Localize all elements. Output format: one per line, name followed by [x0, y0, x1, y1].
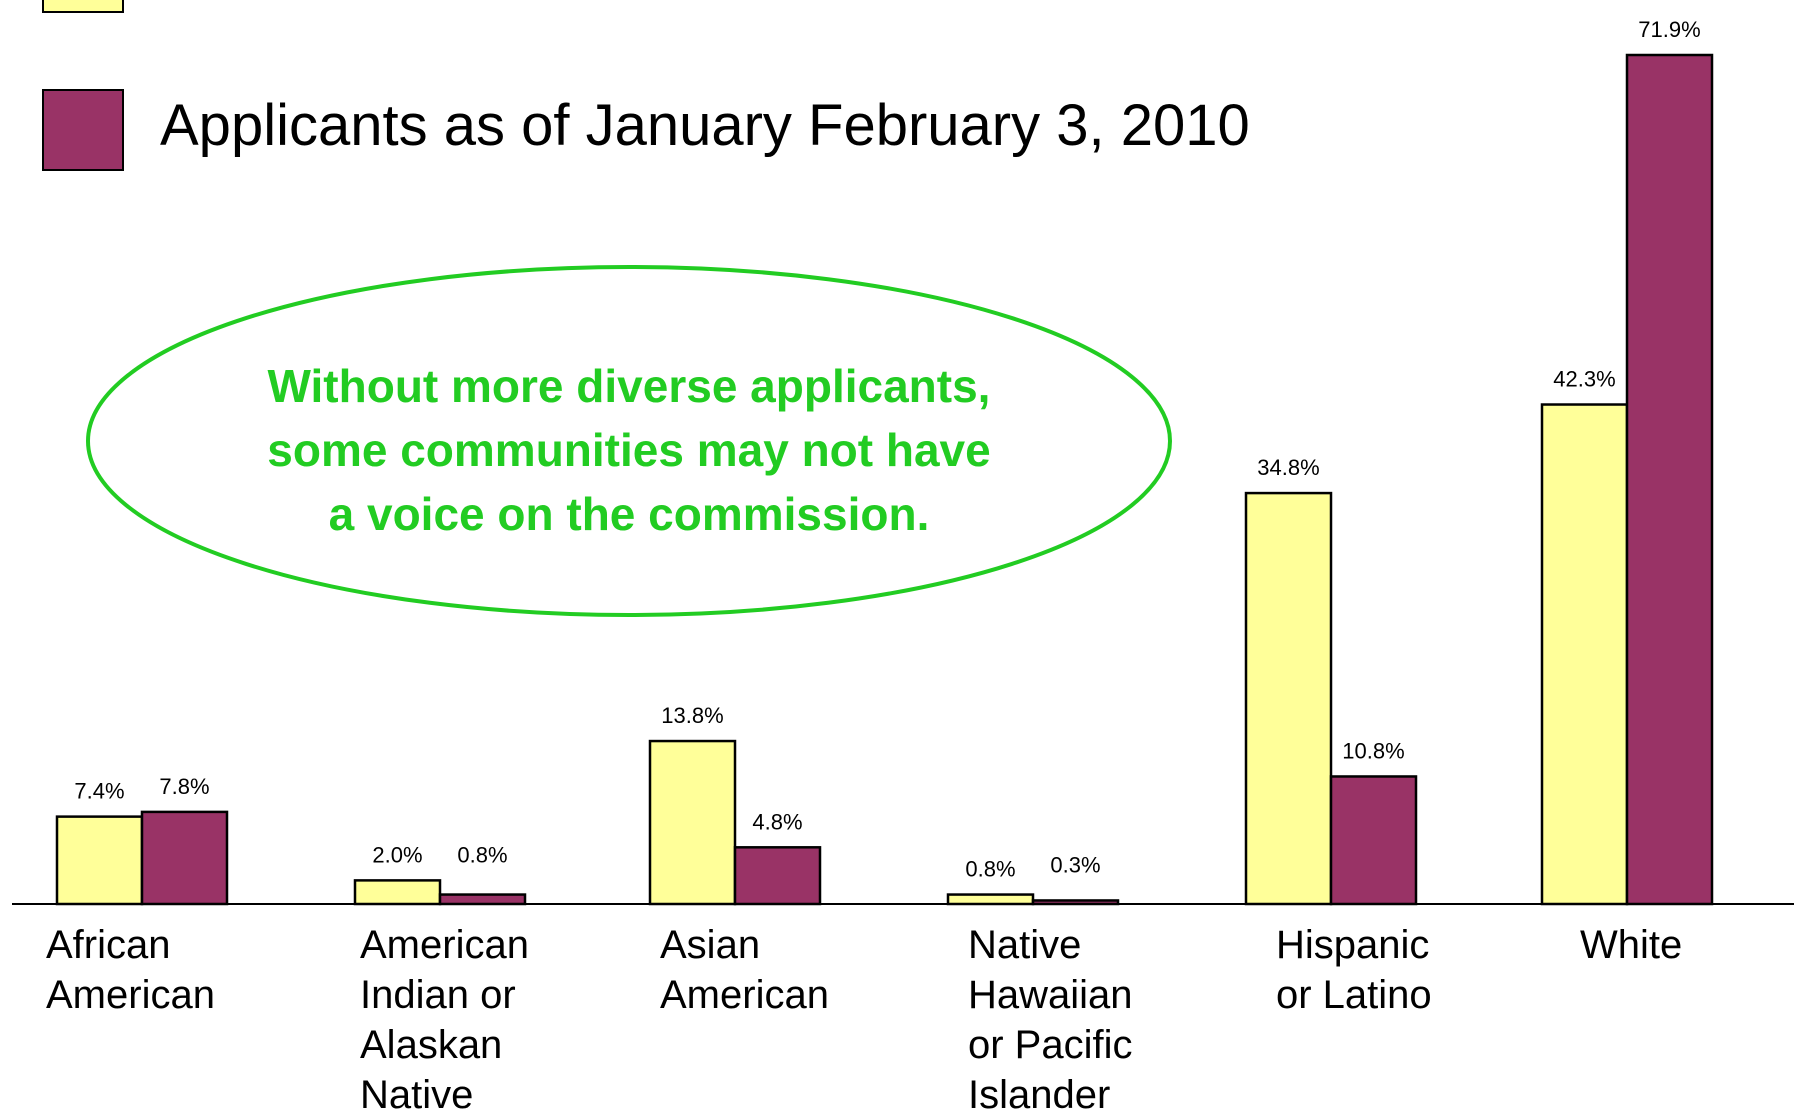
bar-series-1-cat-6 — [1540, 403, 1629, 906]
legend-swatch-series-2 — [42, 89, 124, 171]
callout-line-1: Without more diverse applicants, — [268, 360, 991, 412]
data-label-series-1-cat-1: 7.4% — [74, 779, 124, 804]
data-label-series-1-cat-5: 34.8% — [1257, 455, 1319, 480]
category-label-6: White — [1580, 923, 1682, 967]
category-label-3-line-2: American — [660, 973, 829, 1017]
category-label-5-line-2: or Latino — [1276, 973, 1432, 1017]
data-labels-layer: 7.4% 2.0% 13.8% 0.8% 34.8% 42.3% 7.8% 0.8% 4.8% 0… — [74, 17, 1700, 882]
bar-series-1-cat-3 — [648, 739, 737, 906]
legend: Applicants as of January February 3, 201… — [42, 0, 1250, 171]
category-label-4: Native Hawaiian or Pacific Islander — [968, 923, 1133, 1113]
category-label-1: African American — [46, 923, 215, 1017]
bar-series-1-cat-2 — [353, 879, 442, 906]
category-label-4-line-1: Native — [968, 923, 1081, 967]
bars-layer — [55, 53, 1714, 906]
callout-line-3: a voice on the commission. — [329, 488, 930, 540]
bar-series-2-cat-6 — [1625, 53, 1714, 906]
category-label-1-line-1: African — [46, 923, 171, 967]
bar-series-2-cat-1 — [140, 810, 229, 906]
bar-series-2-cat-3 — [733, 846, 822, 906]
bar-series-2-cat-5 — [1329, 775, 1418, 906]
data-label-series-2-cat-2: 0.8% — [457, 843, 507, 868]
category-label-3-line-1: Asian — [660, 923, 760, 967]
data-label-series-2-cat-6: 71.9% — [1638, 17, 1700, 42]
category-label-2: American Indian or Alaskan Native — [360, 923, 529, 1113]
data-label-series-2-cat-3: 4.8% — [752, 809, 802, 834]
bar-series-1-cat-1 — [55, 815, 144, 906]
category-label-3: Asian American — [660, 923, 829, 1017]
data-label-series-2-cat-4: 0.3% — [1050, 852, 1100, 877]
category-label-2-line-2: Indian or — [360, 973, 516, 1017]
category-label-4-line-4: Islander — [968, 1073, 1110, 1113]
data-label-series-1-cat-3: 13.8% — [661, 703, 723, 728]
category-label-2-line-3: Alaskan — [360, 1023, 502, 1067]
legend-label-series-2: Applicants as of January February 3, 201… — [160, 93, 1250, 158]
category-label-2-line-4: Native — [360, 1073, 473, 1113]
category-label-2-line-1: American — [360, 923, 529, 967]
data-label-series-1-cat-2: 2.0% — [372, 842, 422, 867]
data-label-series-2-cat-1: 7.8% — [159, 774, 209, 799]
category-label-4-line-2: Hawaiian — [968, 973, 1133, 1017]
bar-series-2-cat-2 — [438, 893, 527, 906]
callout-ellipse — [86, 265, 1172, 617]
data-label-series-2-cat-5: 10.8% — [1342, 738, 1404, 763]
category-label-5: Hispanic or Latino — [1276, 923, 1432, 1017]
category-label-6-line-1: White — [1580, 923, 1682, 967]
callout-line-2: some communities may not have — [267, 424, 990, 476]
callout: Without more diverse applicants, some co… — [86, 265, 1172, 617]
category-label-1-line-2: American — [46, 973, 215, 1017]
bar-series-1-cat-5 — [1244, 491, 1333, 906]
data-label-series-1-cat-6: 42.3% — [1553, 367, 1615, 392]
data-label-series-1-cat-4: 0.8% — [965, 857, 1015, 882]
legend-swatch-series-1 — [42, 0, 124, 13]
category-label-5-line-1: Hispanic — [1276, 923, 1429, 967]
bar-series-1-cat-4 — [946, 893, 1035, 906]
category-label-4-line-3: or Pacific — [968, 1023, 1133, 1067]
category-labels-layer: African American American Indian or Alaskan N… — [46, 923, 1682, 1113]
